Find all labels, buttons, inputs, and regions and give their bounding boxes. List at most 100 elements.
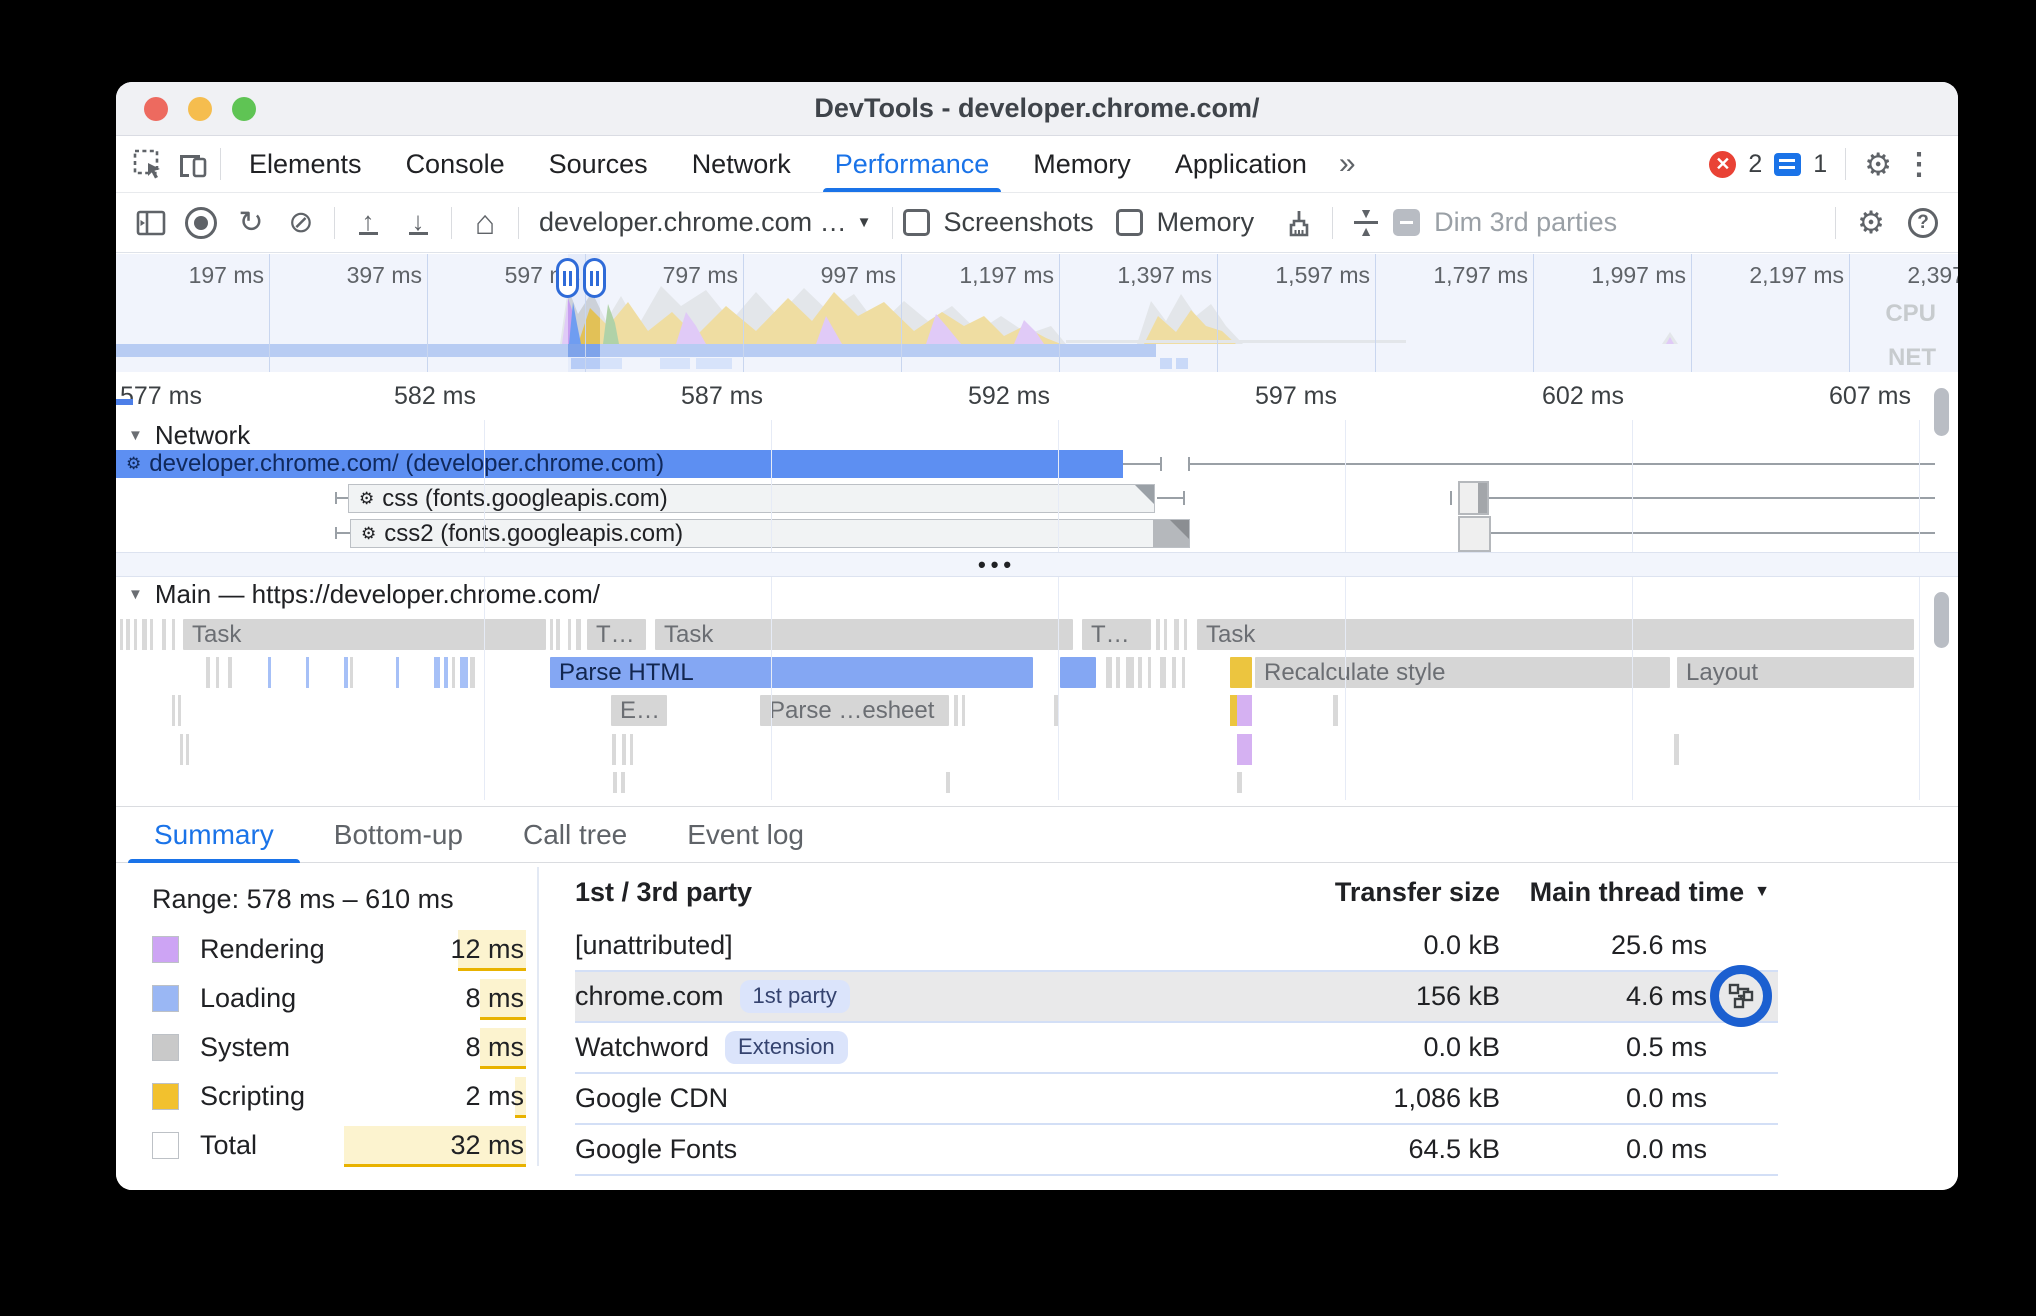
network-scrollbar-thumb[interactable] bbox=[1934, 388, 1949, 436]
timeline-overview[interactable]: CPU NET 197 ms bbox=[116, 254, 1958, 373]
table-row-unattributed[interactable]: [unattributed] 0.0 kB 25.6 ms bbox=[575, 921, 1778, 972]
track-gridline bbox=[484, 577, 485, 800]
table-row-watchword[interactable]: Watchword Extension 0.0 kB 0.5 ms bbox=[575, 1023, 1778, 1074]
dock-side-icon[interactable] bbox=[128, 200, 174, 246]
summary-row-rendering: Rendering 12 ms bbox=[152, 925, 526, 974]
tab-event-log[interactable]: Event log bbox=[687, 818, 804, 850]
flame-task-bar[interactable]: Task bbox=[1197, 619, 1914, 650]
tab-memory[interactable]: Memory bbox=[1033, 148, 1131, 179]
record-icon[interactable] bbox=[178, 200, 224, 246]
flame-sliver bbox=[612, 734, 616, 765]
summary-value: 32 ms bbox=[450, 1130, 524, 1160]
flame-recalc-style-bar[interactable]: Recalculate style bbox=[1255, 657, 1670, 688]
col-transfer-size[interactable]: Transfer size bbox=[1334, 876, 1500, 907]
inspect-element-icon[interactable] bbox=[126, 142, 170, 186]
screenshots-checkbox[interactable] bbox=[902, 209, 930, 236]
reload-record-icon[interactable]: ↻ bbox=[238, 205, 264, 239]
flame-sliver bbox=[1156, 619, 1160, 650]
clear-icon[interactable]: ⊘ bbox=[288, 205, 314, 239]
panel-divider bbox=[537, 867, 539, 1166]
dim-3rd-parties-checkbox[interactable] bbox=[1393, 209, 1421, 236]
selection-handle-left[interactable] bbox=[556, 258, 579, 298]
party-table: 1st / 3rd party Transfer size Main threa… bbox=[575, 863, 1778, 1176]
ruler-left-marker bbox=[116, 399, 133, 405]
tab-network[interactable]: Network bbox=[691, 148, 791, 179]
flame-sliver bbox=[142, 619, 147, 650]
col-main-thread-time[interactable]: Main thread time ▼ bbox=[1529, 876, 1770, 907]
track-gridline bbox=[771, 577, 772, 800]
network-request-label: css (fonts.googleapis.com) bbox=[382, 484, 668, 512]
kebab-menu-icon[interactable]: ⋮ bbox=[1904, 147, 1934, 181]
error-icon[interactable]: ✕ bbox=[1709, 150, 1737, 178]
flame-bar[interactable] bbox=[1230, 657, 1252, 688]
summary-panel: Range: 578 ms – 610 ms Rendering 12 ms L… bbox=[116, 863, 1958, 1190]
tab-summary[interactable]: Summary bbox=[124, 806, 304, 863]
tab-bottom-up[interactable]: Bottom-up bbox=[333, 818, 463, 850]
capture-settings-gear-icon[interactable]: ⚙ bbox=[1857, 205, 1885, 240]
network-request-bar[interactable]: ⚙ css (fonts.googleapis.com) bbox=[348, 484, 1155, 513]
table-row-google-fonts[interactable]: Google Fonts 64.5 kB 0.0 ms bbox=[575, 1125, 1778, 1176]
window-title: DevTools - developer.chrome.com/ bbox=[814, 93, 1260, 123]
flame-sliver bbox=[268, 657, 271, 688]
ruler-tick: 597 ms bbox=[1255, 382, 1337, 410]
network-track-header[interactable]: ▼ Network bbox=[128, 420, 250, 451]
overview-tick: 1,197 ms bbox=[959, 262, 1054, 288]
tab-console[interactable]: Console bbox=[405, 148, 505, 179]
memory-checkbox[interactable] bbox=[1115, 209, 1143, 236]
flame-sliver bbox=[396, 657, 399, 688]
network-request-bar[interactable]: ⚙ developer.chrome.com/ (developer.chrom… bbox=[116, 450, 1123, 478]
request-minibox[interactable] bbox=[1458, 481, 1489, 515]
flame-parse-stylesheet-bar[interactable]: Parse …esheet bbox=[760, 695, 949, 726]
overview-gridline bbox=[585, 254, 586, 372]
table-row-google-cdn[interactable]: Google CDN 1,086 kB 0.0 ms bbox=[575, 1074, 1778, 1125]
table-row-chrome-com[interactable]: chrome.com 1st party 156 kB 4.6 ms bbox=[575, 965, 1778, 1027]
tab-performance[interactable]: Performance bbox=[813, 136, 1012, 192]
request-minibox[interactable] bbox=[1458, 516, 1491, 552]
page-selector[interactable]: developer.chrome.com … ▼ bbox=[529, 207, 882, 238]
flame-task-bar[interactable]: Task bbox=[183, 619, 546, 650]
flame-parse-html-bar[interactable]: Parse HTML bbox=[550, 657, 1033, 688]
network-request-bar[interactable]: ⚙ css2 (fonts.googleapis.com) bbox=[350, 519, 1190, 548]
issues-icon[interactable] bbox=[1774, 152, 1802, 176]
home-icon[interactable]: ⌂ bbox=[474, 203, 496, 242]
selection-handle-right[interactable] bbox=[583, 258, 606, 298]
flame-bar[interactable]: E… bbox=[611, 695, 667, 726]
device-toolbar-icon[interactable] bbox=[170, 142, 214, 186]
collapse-tracks-icon[interactable]: ▼ ▲ bbox=[1343, 200, 1389, 246]
main-track-header[interactable]: ▼ Main — https://developer.chrome.com/ bbox=[128, 579, 600, 610]
flame-sliver bbox=[613, 772, 617, 793]
minimize-window-button[interactable] bbox=[188, 97, 212, 121]
zoom-window-button[interactable] bbox=[232, 97, 256, 121]
collect-garbage-icon[interactable] bbox=[1276, 200, 1322, 246]
flame-sliver bbox=[470, 657, 475, 688]
track-resize-handle[interactable]: ••• bbox=[116, 552, 1958, 577]
flame-task-bar[interactable]: T… bbox=[1082, 619, 1151, 650]
flame-sliver bbox=[954, 695, 958, 726]
flame-task-bar[interactable]: T… bbox=[587, 619, 646, 650]
tab-sources[interactable]: Sources bbox=[548, 148, 648, 179]
flame-sliver bbox=[228, 657, 232, 688]
flame-sliver bbox=[206, 657, 210, 688]
flame-sliver bbox=[1174, 619, 1179, 650]
upload-profile-icon[interactable]: ↑ bbox=[345, 200, 391, 246]
tab-application[interactable]: Application bbox=[1174, 148, 1307, 179]
more-tabs-icon[interactable]: » bbox=[1338, 147, 1356, 180]
titlebar: DevTools - developer.chrome.com/ bbox=[116, 82, 1958, 136]
flame-layout-bar[interactable]: Layout bbox=[1677, 657, 1914, 688]
flame-sliver bbox=[576, 619, 581, 650]
divider bbox=[1332, 206, 1334, 239]
settings-gear-icon[interactable]: ⚙ bbox=[1864, 146, 1892, 182]
flame-bar[interactable] bbox=[1060, 657, 1096, 688]
third-party-tree-icon[interactable] bbox=[1710, 965, 1772, 1027]
close-window-button[interactable] bbox=[144, 97, 168, 121]
help-icon[interactable]: ? bbox=[1900, 200, 1946, 246]
download-profile-icon[interactable]: ↓ bbox=[395, 200, 441, 246]
tab-elements[interactable]: Elements bbox=[249, 148, 362, 179]
flame-sliver bbox=[344, 657, 348, 688]
flame-task-bar[interactable]: Task bbox=[655, 619, 1073, 650]
tab-call-tree[interactable]: Call tree bbox=[522, 818, 628, 850]
status-area: ✕ 2 1 ⚙ ⋮ bbox=[1709, 147, 1948, 182]
track-gridline bbox=[1919, 420, 1920, 552]
summary-value: 2 ms bbox=[465, 1081, 524, 1111]
main-scrollbar-thumb[interactable] bbox=[1934, 592, 1949, 648]
